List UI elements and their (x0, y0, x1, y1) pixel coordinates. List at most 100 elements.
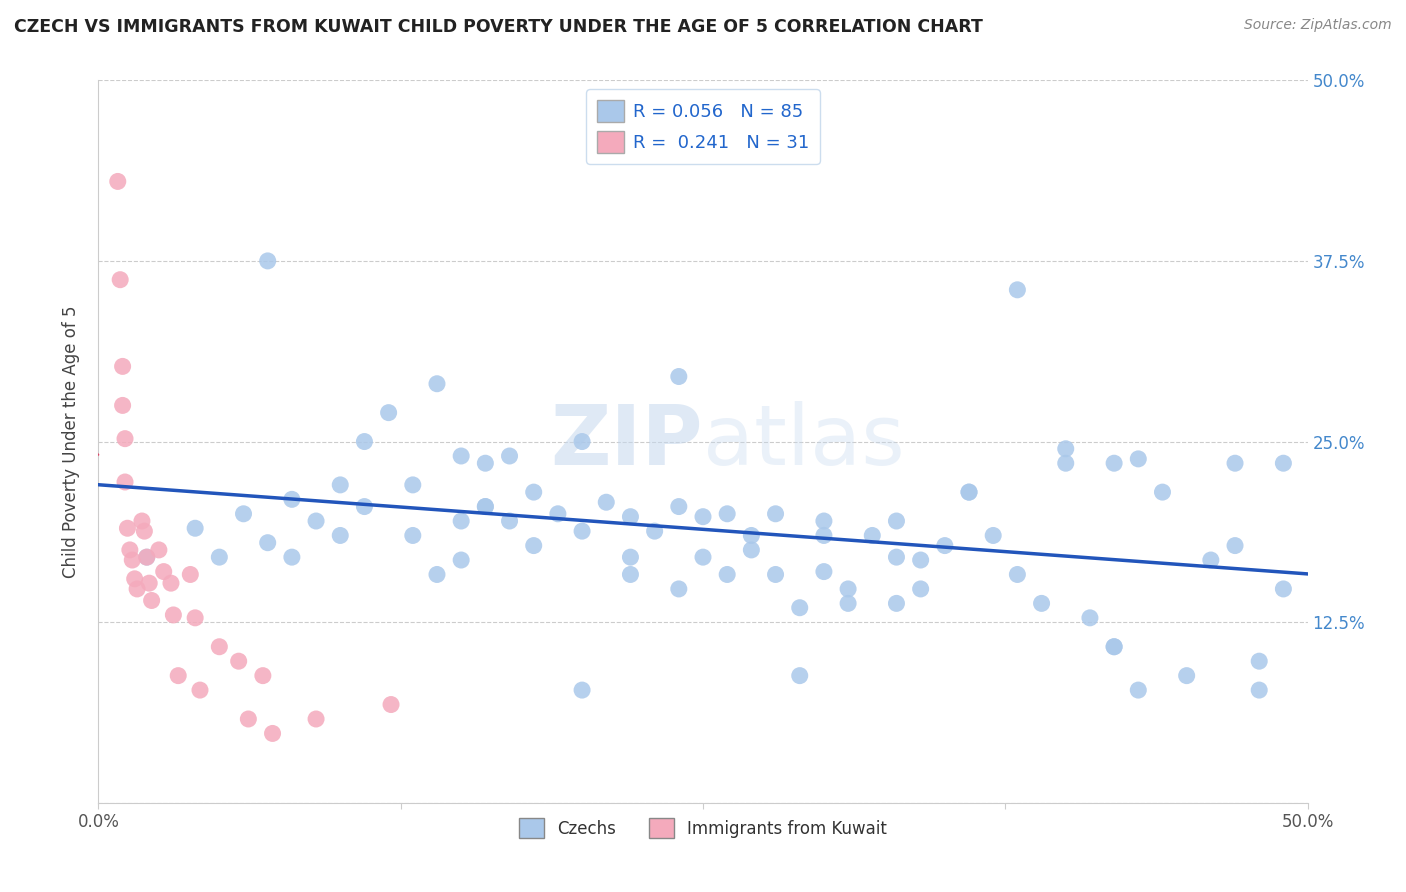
Point (1272, 456, 1295, 470)
Point (1223, 539, 1246, 553)
Point (426, 376, 449, 391)
Point (281, 550, 304, 565)
Text: CZECH VS IMMIGRANTS FROM KUWAIT CHILD POVERTY UNDER THE AGE OF 5 CORRELATION CHA: CZECH VS IMMIGRANTS FROM KUWAIT CHILD PO… (14, 18, 983, 36)
Point (450, 449, 472, 463)
Point (228, 654, 250, 668)
Y-axis label: Child Poverty Under the Age of 5: Child Poverty Under the Age of 5 (62, 305, 80, 578)
Point (619, 550, 641, 565)
Point (134, 524, 156, 538)
Point (740, 528, 762, 542)
Point (114, 475, 136, 489)
Point (1054, 456, 1077, 470)
Point (1054, 442, 1077, 456)
Point (523, 539, 546, 553)
Point (232, 507, 254, 521)
Legend: Czechs, Immigrants from Kuwait: Czechs, Immigrants from Kuwait (512, 812, 894, 845)
Text: atlas: atlas (703, 401, 904, 482)
Point (426, 567, 449, 582)
Point (789, 600, 811, 615)
Point (474, 500, 496, 514)
Point (668, 369, 690, 384)
Point (305, 712, 328, 726)
Point (152, 565, 174, 579)
Point (1102, 640, 1125, 654)
Point (981, 528, 1004, 542)
Text: ZIP: ZIP (551, 401, 703, 482)
Point (813, 514, 835, 528)
Point (765, 567, 787, 582)
Point (329, 478, 352, 492)
Point (208, 550, 231, 565)
Point (1102, 640, 1125, 654)
Point (380, 698, 402, 712)
Point (1152, 485, 1174, 500)
Point (837, 596, 859, 610)
Point (141, 593, 163, 607)
Point (252, 668, 274, 682)
Point (1007, 567, 1029, 582)
Point (148, 542, 170, 557)
Point (402, 528, 425, 542)
Point (813, 565, 835, 579)
Point (886, 514, 908, 528)
Point (595, 495, 617, 509)
Point (107, 174, 129, 188)
Point (474, 456, 496, 470)
Point (523, 485, 546, 500)
Point (377, 406, 399, 420)
Point (262, 726, 284, 740)
Point (813, 528, 835, 542)
Point (127, 582, 149, 596)
Point (886, 596, 908, 610)
Point (208, 640, 231, 654)
Point (111, 398, 134, 412)
Point (716, 567, 738, 582)
Point (1078, 611, 1101, 625)
Point (1128, 683, 1150, 698)
Point (860, 528, 883, 542)
Point (329, 528, 352, 542)
Point (910, 553, 932, 567)
Point (934, 539, 956, 553)
Point (765, 507, 787, 521)
Point (167, 668, 190, 682)
Point (1199, 553, 1222, 567)
Point (138, 576, 160, 591)
Point (668, 500, 690, 514)
Point (160, 576, 183, 591)
Point (498, 514, 520, 528)
Point (135, 550, 157, 565)
Point (1175, 668, 1198, 682)
Point (121, 553, 143, 567)
Point (1272, 582, 1295, 596)
Point (498, 449, 520, 463)
Point (837, 582, 859, 596)
Point (402, 478, 425, 492)
Point (114, 432, 136, 446)
Point (571, 524, 593, 538)
Point (571, 683, 593, 698)
Point (1007, 283, 1029, 297)
Point (789, 668, 811, 682)
Point (450, 514, 472, 528)
Point (305, 514, 328, 528)
Point (353, 434, 375, 449)
Point (547, 507, 569, 521)
Point (353, 500, 375, 514)
Point (668, 582, 690, 596)
Point (238, 712, 260, 726)
Point (474, 500, 496, 514)
Point (1249, 683, 1271, 698)
Point (256, 535, 278, 549)
Point (740, 542, 762, 557)
Point (108, 273, 131, 287)
Point (644, 524, 666, 538)
Point (450, 553, 472, 567)
Point (135, 550, 157, 565)
Point (957, 485, 980, 500)
Point (184, 611, 207, 625)
Point (124, 572, 146, 586)
Point (131, 514, 153, 528)
Point (118, 542, 141, 557)
Point (1128, 451, 1150, 466)
